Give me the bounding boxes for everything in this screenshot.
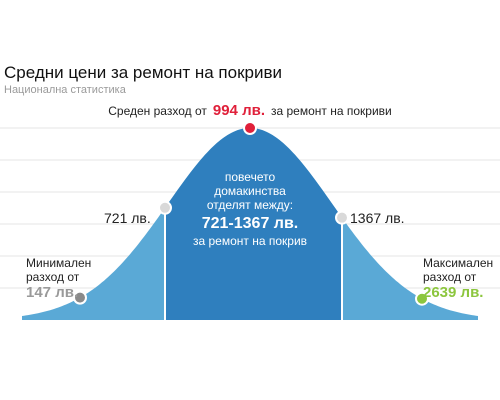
low-bound-marker — [158, 200, 172, 215]
minimum-annotation: Минимален разход от 147 лв. — [26, 256, 91, 300]
maximum-line2: разход от — [423, 270, 477, 284]
center-line3: отделят между: — [206, 198, 294, 212]
average-annotation: Среден разход от 994 лв. за ремонт на покр… — [0, 102, 500, 119]
minimum-line2: разход от — [26, 270, 80, 284]
maximum-marker — [415, 291, 429, 306]
average-value: 994 лв. — [212, 102, 265, 119]
maximum-line1: Максимален — [423, 256, 494, 270]
bell-curve-highlight-area — [165, 128, 342, 320]
chart-subtitle: Национална статистика — [4, 84, 126, 96]
minimum-value: 147 лв. — [26, 284, 79, 301]
center-annotation: повечето домакинства отделят между: 721-… — [180, 170, 320, 248]
average-suffix: за ремонт на покриви — [271, 104, 392, 118]
minimum-line1: Минимален — [26, 256, 92, 270]
center-line1: повечето — [224, 170, 276, 184]
chart-title: Средни цени за ремонт на покриви — [4, 63, 283, 82]
maximum-value: 2639 лв. — [423, 284, 484, 301]
high-bound-marker — [335, 210, 349, 225]
center-line2: домакинства — [214, 184, 286, 198]
average-marker — [243, 121, 257, 135]
center-range: 721-1367 лв. — [201, 215, 299, 232]
center-line4: за ремонт на покрив — [192, 234, 308, 248]
maximum-annotation: Максимален разход от 2639 лв. — [423, 256, 493, 300]
high-bound-label: 1367 лв. — [350, 210, 405, 226]
low-bound-label: 721 лв. — [104, 210, 151, 226]
minimum-marker — [73, 290, 87, 305]
average-prefix: Среден разход от — [108, 104, 207, 118]
